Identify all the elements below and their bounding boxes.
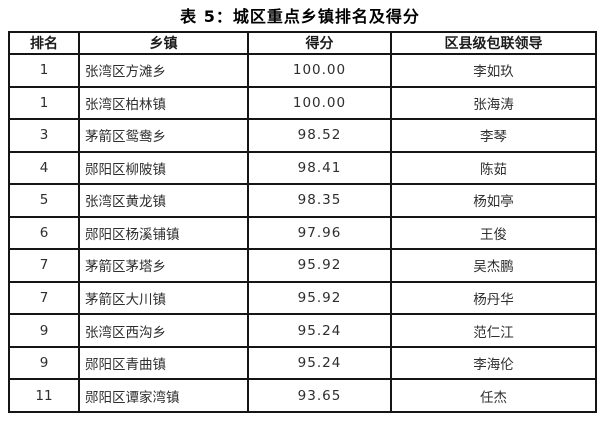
cell-township: 张湾区柏林镇 xyxy=(78,85,249,121)
cell-leader: 范仁江 xyxy=(390,313,597,348)
cell-score: 100.00 xyxy=(247,53,392,88)
cell-township: 张湾区西沟乡 xyxy=(78,313,249,348)
cell-leader: 杨如亭 xyxy=(390,183,597,218)
table-row: 4 郧阳区柳陂镇 98.41 陈茹 xyxy=(8,150,597,186)
cell-rank: 9 xyxy=(8,345,80,381)
cell-rank: 4 xyxy=(8,150,80,186)
cell-score: 98.41 xyxy=(247,150,392,186)
table-title: 表 5：城区重点乡镇排名及得分 xyxy=(180,7,420,26)
table-row: 9 张湾区西沟乡 95.24 范仁江 xyxy=(8,313,597,348)
cell-rank: 7 xyxy=(8,248,80,283)
cell-leader: 任杰 xyxy=(390,378,597,413)
cell-township: 郧阳区青曲镇 xyxy=(78,345,249,381)
table-row: 6 郧阳区杨溪铺镇 97.96 王俊 xyxy=(8,215,597,251)
cell-score: 95.24 xyxy=(247,313,392,348)
cell-township: 郧阳区杨溪铺镇 xyxy=(78,215,249,251)
table-row: 3 茅箭区鸳鸯乡 98.52 李琴 xyxy=(8,118,597,153)
cell-score: 98.52 xyxy=(247,118,392,153)
column-header-rank: 排名 xyxy=(8,31,80,55)
table-header-row: 排名 乡镇 得分 区县级包联领导 xyxy=(8,31,597,55)
cell-score: 100.00 xyxy=(247,85,392,121)
cell-township: 郧阳区谭家湾镇 xyxy=(78,378,249,413)
cell-leader: 张海涛 xyxy=(390,85,597,121)
table-row: 5 张湾区黄龙镇 98.35 杨如亭 xyxy=(8,183,597,218)
ranking-table: 排名 乡镇 得分 区县级包联领导 1 张湾区方滩乡 100.00 李如玖 1 张… xyxy=(8,31,597,413)
cell-leader: 王俊 xyxy=(390,215,597,251)
column-header-township: 乡镇 xyxy=(78,31,249,55)
cell-score: 93.65 xyxy=(247,378,392,413)
cell-township: 茅箭区鸳鸯乡 xyxy=(78,118,249,153)
table-row: 1 张湾区柏林镇 100.00 张海涛 xyxy=(8,85,597,121)
cell-leader: 陈茹 xyxy=(390,150,597,186)
cell-rank: 9 xyxy=(8,313,80,348)
cell-rank: 5 xyxy=(8,183,80,218)
cell-rank: 1 xyxy=(8,85,80,121)
column-header-leader: 区县级包联领导 xyxy=(390,31,597,55)
cell-rank: 11 xyxy=(8,378,80,413)
cell-leader: 杨丹华 xyxy=(390,280,597,316)
cell-township: 张湾区方滩乡 xyxy=(78,53,249,88)
cell-score: 98.35 xyxy=(247,183,392,218)
table-body: 1 张湾区方滩乡 100.00 李如玖 1 张湾区柏林镇 100.00 张海涛 … xyxy=(8,53,597,413)
cell-township: 郧阳区柳陂镇 xyxy=(78,150,249,186)
cell-score: 95.92 xyxy=(247,248,392,283)
column-header-score: 得分 xyxy=(247,31,392,55)
cell-score: 97.96 xyxy=(247,215,392,251)
cell-township: 张湾区黄龙镇 xyxy=(78,183,249,218)
cell-leader: 李海伦 xyxy=(390,345,597,381)
cell-score: 95.92 xyxy=(247,280,392,316)
cell-rank: 6 xyxy=(8,215,80,251)
cell-rank: 3 xyxy=(8,118,80,153)
cell-leader: 李如玖 xyxy=(390,53,597,88)
table-row: 1 张湾区方滩乡 100.00 李如玖 xyxy=(8,53,597,88)
cell-rank: 1 xyxy=(8,53,80,88)
cell-township: 茅箭区茅塔乡 xyxy=(78,248,249,283)
cell-township: 茅箭区大川镇 xyxy=(78,280,249,316)
cell-leader: 吴杰鹏 xyxy=(390,248,597,283)
table-row: 9 郧阳区青曲镇 95.24 李海伦 xyxy=(8,345,597,381)
cell-score: 95.24 xyxy=(247,345,392,381)
table-row: 11 郧阳区谭家湾镇 93.65 任杰 xyxy=(8,378,597,413)
cell-rank: 7 xyxy=(8,280,80,316)
table-row: 7 茅箭区大川镇 95.92 杨丹华 xyxy=(8,280,597,316)
table-row: 7 茅箭区茅塔乡 95.92 吴杰鹏 xyxy=(8,248,597,283)
cell-leader: 李琴 xyxy=(390,118,597,153)
